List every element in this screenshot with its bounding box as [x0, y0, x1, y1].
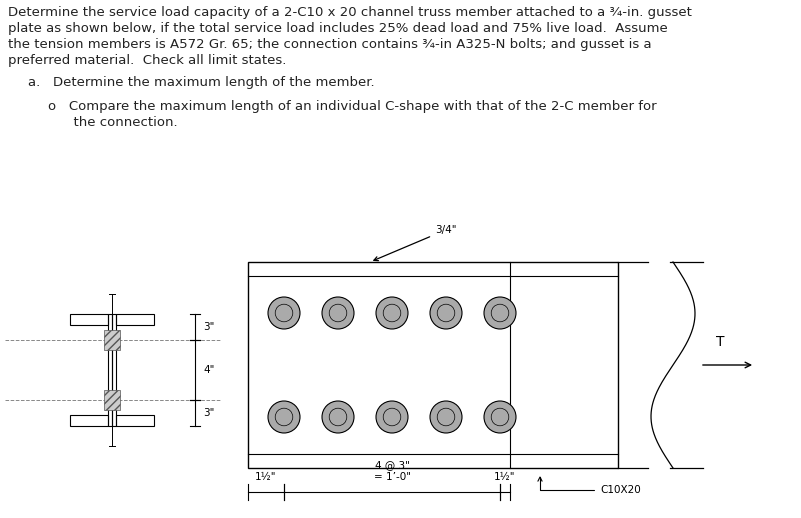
Text: T: T: [716, 335, 724, 349]
Text: 1½": 1½": [256, 472, 277, 482]
Circle shape: [430, 401, 462, 433]
Bar: [116, 415, 154, 426]
Circle shape: [484, 401, 516, 433]
Text: 3": 3": [203, 322, 215, 332]
Text: the tension members is A572 Gr. 65; the connection contains ¾-in A325-N bolts; a: the tension members is A572 Gr. 65; the …: [8, 38, 652, 51]
Text: 4": 4": [203, 365, 215, 375]
Text: 3/4": 3/4": [374, 225, 457, 261]
Circle shape: [430, 297, 462, 329]
Text: Determine the service load capacity of a 2-C10 x 20 channel truss member attache: Determine the service load capacity of a…: [8, 6, 692, 19]
Bar: [108, 314, 112, 426]
Bar: [112, 314, 116, 426]
Text: C10X20: C10X20: [538, 477, 641, 495]
Text: o   Compare the maximum length of an individual C-shape with that of the 2-C mem: o Compare the maximum length of an indiv…: [48, 100, 657, 113]
Circle shape: [376, 297, 408, 329]
Text: 4 @ 3"
= 1’-0": 4 @ 3" = 1’-0": [373, 461, 410, 482]
Bar: [70, 415, 108, 426]
Bar: [248, 262, 618, 468]
Text: 3": 3": [203, 408, 215, 418]
Text: a.   Determine the maximum length of the member.: a. Determine the maximum length of the m…: [28, 76, 375, 89]
Circle shape: [322, 401, 354, 433]
Text: the connection.: the connection.: [48, 116, 178, 129]
Bar: [116, 314, 154, 325]
Text: 1½": 1½": [494, 472, 516, 482]
Text: plate as shown below, if the total service load includes 25% dead load and 75% l: plate as shown below, if the total servi…: [8, 22, 668, 35]
Bar: [104, 330, 120, 350]
Circle shape: [484, 297, 516, 329]
Circle shape: [268, 401, 300, 433]
Circle shape: [268, 297, 300, 329]
Text: preferred material.  Check all limit states.: preferred material. Check all limit stat…: [8, 54, 287, 67]
Circle shape: [376, 401, 408, 433]
Circle shape: [322, 297, 354, 329]
Bar: [70, 314, 108, 325]
Bar: [104, 390, 120, 410]
